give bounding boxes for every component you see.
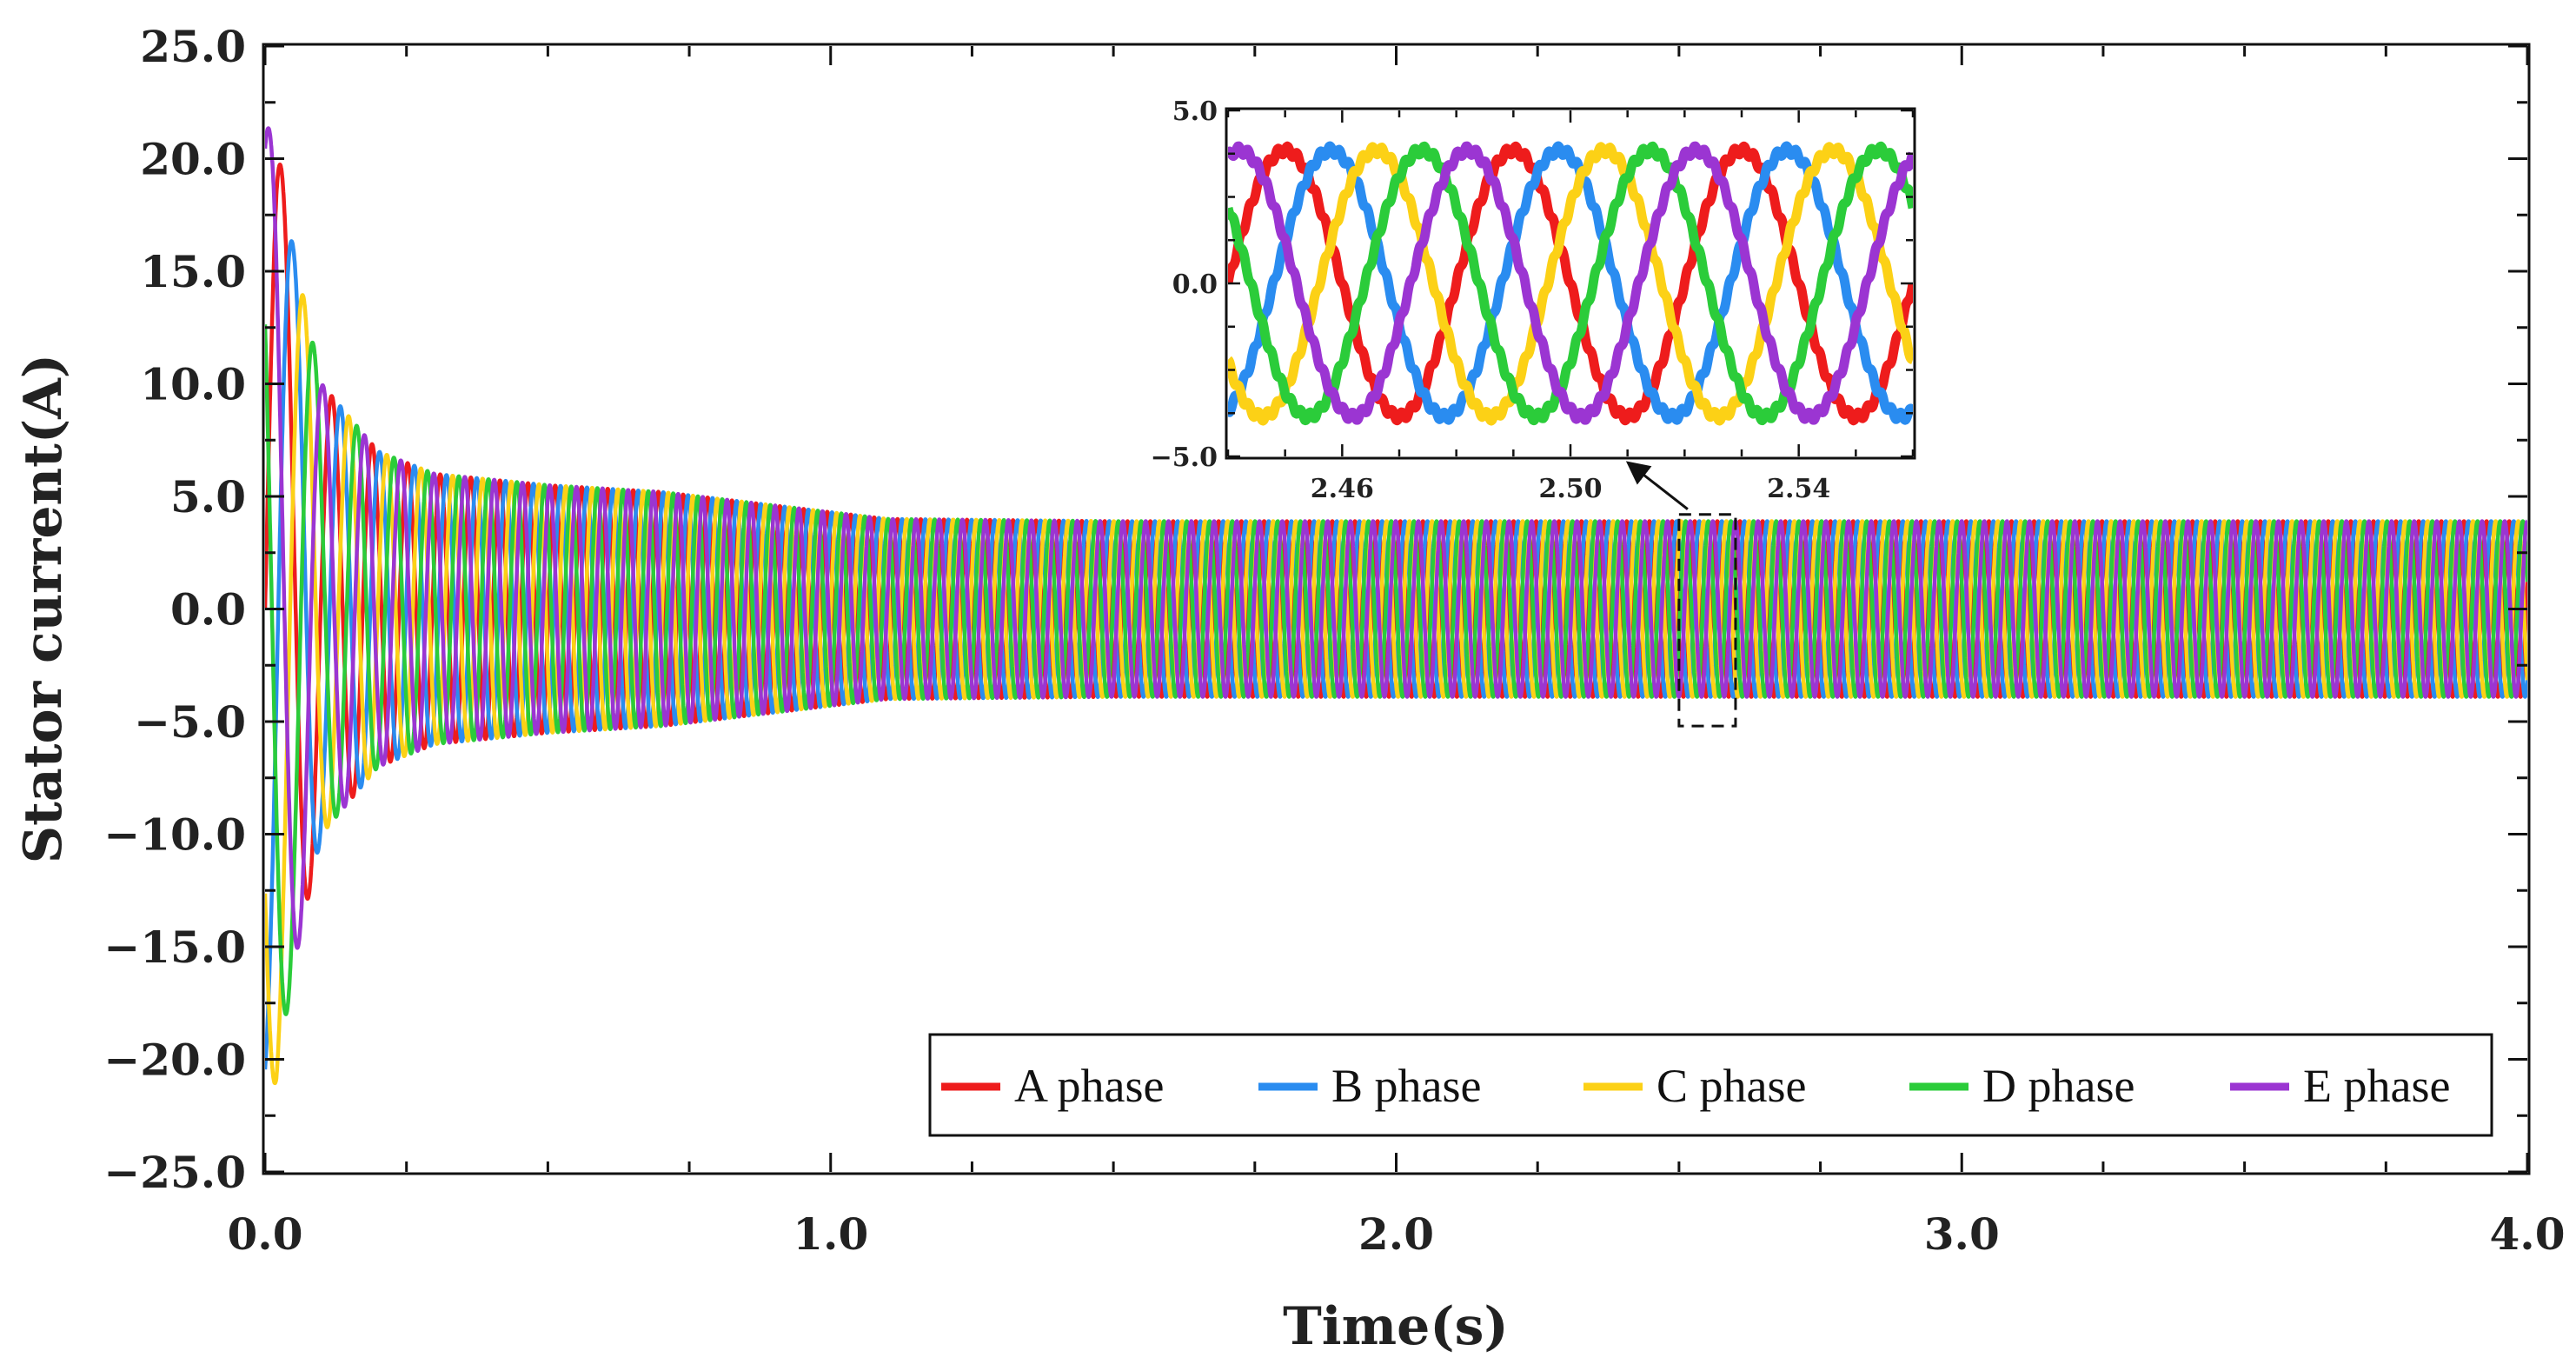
y-tick-label: −20.0 xyxy=(103,1035,246,1086)
x-tick-label: 2.0 xyxy=(1358,1208,1434,1260)
y-tick-label: 20.0 xyxy=(140,134,246,185)
x-tick-label: 0.0 xyxy=(228,1208,303,1260)
inset-x-tick-label: 2.50 xyxy=(1538,474,1602,504)
y-axis-tick-labels: 25.0 20.0 15.0 10.0 5.0 0.0 −5.0 −10.0 −15.0 −20.… xyxy=(103,21,246,1198)
inset-y-tick-label: −5.0 xyxy=(1151,443,1218,473)
y-tick-label: −5.0 xyxy=(134,696,246,748)
legend-item: A phase xyxy=(941,1060,1164,1112)
y-tick-label: 10.0 xyxy=(140,359,246,410)
inset-y-tick-label: 5.0 xyxy=(1172,97,1218,127)
series-line-e-phase xyxy=(265,126,2527,950)
legend: A phase B phase C phase D phase E phase xyxy=(928,1033,2493,1137)
zoom-region-box xyxy=(1677,513,1737,728)
inset-series-line-b-phase xyxy=(1228,141,1913,425)
legend-label: D phase xyxy=(1982,1060,2134,1112)
inset-frame xyxy=(1225,107,1916,460)
x-axis-tick-labels: 0.0 1.0 2.0 3.0 4.0 xyxy=(228,1208,2566,1260)
x-axis-title: Time(s) xyxy=(1283,1296,1509,1357)
main-axis-ticks xyxy=(263,44,2529,1174)
inset-zoom-plot: 5.0 0.0 −5.0 2.46 2.50 2.54 xyxy=(1151,97,1916,504)
inset-series-line-e-phase xyxy=(1228,141,1913,425)
x-tick-label: 4.0 xyxy=(2490,1208,2566,1260)
inset-x-tick-labels: 2.46 2.50 2.54 xyxy=(1311,474,1830,504)
inset-y-tick-label: 0.0 xyxy=(1172,270,1218,300)
y-tick-label: 5.0 xyxy=(170,471,246,522)
legend-item: C phase xyxy=(1583,1060,1806,1112)
inset-y-tick-labels: 5.0 0.0 −5.0 xyxy=(1151,97,1218,473)
inset-series-line-c-phase xyxy=(1228,142,1913,426)
inset-x-tick-label: 2.54 xyxy=(1767,474,1830,504)
legend-label: A phase xyxy=(1014,1060,1164,1112)
x-tick-label: 3.0 xyxy=(1924,1208,2000,1260)
legend-label: C phase xyxy=(1656,1060,1806,1112)
inset-series-line-a-phase xyxy=(1228,141,1913,426)
y-tick-label: −10.0 xyxy=(103,809,246,861)
legend-label: E phase xyxy=(2303,1060,2450,1112)
y-tick-label: 25.0 xyxy=(140,21,246,72)
y-tick-label: −15.0 xyxy=(103,922,246,973)
main-series-group xyxy=(265,126,2527,1086)
legend-item: D phase xyxy=(1909,1060,2134,1112)
series-line-d-phase xyxy=(265,324,2527,1016)
x-tick-label: 1.0 xyxy=(793,1208,868,1260)
legend-item: E phase xyxy=(2230,1060,2450,1112)
y-tick-label: −25.0 xyxy=(103,1147,246,1198)
zoom-arrow xyxy=(1625,461,1689,510)
legend-item: B phase xyxy=(1258,1060,1481,1112)
inset-axis-ticks xyxy=(1226,109,1915,458)
y-tick-label: 15.0 xyxy=(140,246,246,297)
inset-series-group xyxy=(1228,141,1913,426)
main-plot-frame xyxy=(262,43,2531,1175)
inset-x-tick-label: 2.46 xyxy=(1311,474,1374,504)
y-axis-title: Stator current(A) xyxy=(13,354,74,863)
legend-label: B phase xyxy=(1331,1060,1481,1112)
inset-series-line-d-phase xyxy=(1228,141,1913,426)
y-tick-label: 0.0 xyxy=(170,584,246,636)
